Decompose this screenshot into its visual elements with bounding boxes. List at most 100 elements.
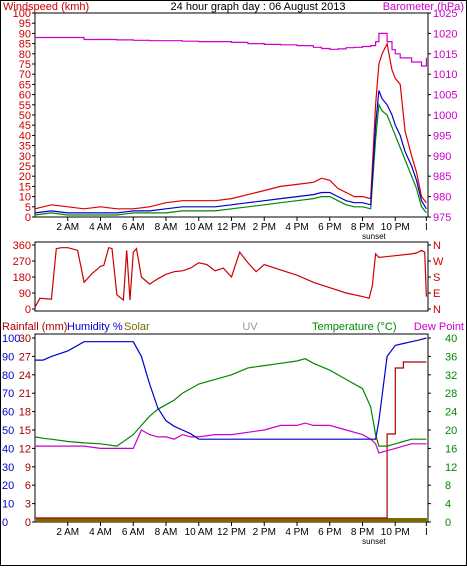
wind-gust-line <box>34 41 427 210</box>
time-tick-label: 4 AM <box>89 527 112 538</box>
barometer-tick-label: 985 <box>433 171 451 183</box>
humidity-tick-label: 20 <box>2 480 14 492</box>
time-tick-label: 10 PM <box>381 222 410 233</box>
time-tick-label: 4 PM <box>285 527 308 538</box>
windspeed-tick-label: 5 <box>25 202 31 214</box>
windspeed-tick-label: 20 <box>19 171 31 183</box>
barometer-tick-label: 1020 <box>433 28 457 40</box>
time-tick-label: I <box>425 222 428 233</box>
time-tick-label: 8 AM <box>155 222 178 233</box>
temperature-axis-title: Temperature (°C) <box>312 321 396 333</box>
windspeed-tick-label: 95 <box>19 18 31 30</box>
rainfall-tick-label: 21 <box>19 388 31 400</box>
time-tick-label: 8 PM <box>351 222 374 233</box>
dewpoint-axis-title: Dew Point <box>414 321 464 333</box>
humidity-tick-label: 30 <box>2 462 14 474</box>
time-tick-label: 2 AM <box>56 222 79 233</box>
time-tick-label: 10 PM <box>381 527 410 538</box>
time-tick-label: 12 PM <box>217 527 246 538</box>
rainfall-tick-label: 0 <box>25 517 31 529</box>
temperature-line <box>34 358 427 447</box>
rainfall-tick-label: 27 <box>19 351 31 363</box>
direction-compass-tick-label: E <box>433 288 440 300</box>
rainfall-tick-label: 30 <box>19 333 31 345</box>
rainfall-tick-label: 6 <box>25 480 31 492</box>
barometer-tick-label: 1015 <box>433 49 457 61</box>
humidity-tick-label: 80 <box>2 370 14 382</box>
rainfall-tick-label: 12 <box>19 443 31 455</box>
direction-compass-tick-label: N <box>433 304 441 316</box>
temperature-tick-label: 16 <box>445 443 457 455</box>
uv-axis-title: UV <box>242 321 258 333</box>
humidity-line <box>35 337 427 440</box>
barometer-tick-label: 1010 <box>433 69 457 81</box>
windspeed-tick-label: 25 <box>19 161 31 173</box>
rainfall-line <box>35 361 427 519</box>
windspeed-tick-label: 40 <box>19 130 31 142</box>
humidity-tick-label: 40 <box>2 443 14 455</box>
humidity-tick-label: 90 <box>2 351 14 363</box>
barometer-tick-label: 975 <box>433 212 451 224</box>
windspeed-tick-label: 45 <box>19 120 31 132</box>
windspeed-tick-label: 70 <box>19 69 31 81</box>
windspeed-tick-label: 85 <box>19 39 31 51</box>
rainfall-tick-label: 9 <box>25 462 31 474</box>
windspeed-tick-label: 30 <box>19 151 31 163</box>
time-tick-label: 10 AM <box>185 222 213 233</box>
time-tick-label: 10 AM <box>185 527 213 538</box>
temperature-tick-label: 40 <box>445 333 457 345</box>
humidity-tick-label: 50 <box>2 425 14 437</box>
direction-compass-tick-label: W <box>433 256 444 268</box>
temperature-tick-label: 28 <box>445 388 457 400</box>
wind-average-line <box>34 90 427 214</box>
temperature-tick-label: 8 <box>445 480 451 492</box>
direction-compass-tick-label: N <box>433 240 441 252</box>
time-tick-label: 2 PM <box>253 222 276 233</box>
chart-title: 24 hour graph day : 06 August 2013 <box>171 1 346 13</box>
solar-baseline <box>36 518 427 522</box>
windspeed-tick-label: 65 <box>19 79 31 91</box>
barometer-line <box>35 32 427 67</box>
windspeed-tick-label: 10 <box>19 192 31 204</box>
direction-degree-ticks: 0 90 180 270 360 <box>13 240 35 316</box>
barometer-tick-label: 995 <box>433 130 451 142</box>
direction-compass-tick-label: S <box>433 272 440 284</box>
windspeed-tick-label: 90 <box>19 28 31 40</box>
direction-degree-tick-label: 90 <box>19 288 31 300</box>
rainfall-tick-label: 24 <box>19 370 31 382</box>
time-tick-label: 8 PM <box>351 527 374 538</box>
time-tick-label: 12 PM <box>217 222 246 233</box>
time-tick-label: 8 AM <box>155 527 178 538</box>
humidity-axis-title: Humidity % <box>67 321 123 333</box>
rainfall-tick-label: 15 <box>19 425 31 437</box>
direction-degree-tick-label: 270 <box>13 256 31 268</box>
temperature-tick-label: 20 <box>445 425 457 437</box>
temperature-tick-label: 24 <box>445 407 457 419</box>
dewpoint-line <box>35 422 427 454</box>
wind-panel-time-axis: 2 AM 4 AM 6 AM 8 AM 10 AM 12 PM 2 PM 4 PM 6 PM 8 … <box>56 217 428 241</box>
windspeed-axis-title: Windspeed (kmh) <box>3 1 89 13</box>
direction-degree-tick-label: 180 <box>13 272 31 284</box>
windspeed-tick-label: 75 <box>19 59 31 71</box>
direction-degree-tick-label: 360 <box>13 240 31 252</box>
time-tick-label: 4 PM <box>285 222 308 233</box>
humidity-tick-label: 60 <box>2 407 14 419</box>
barometer-tick-label: 1000 <box>433 110 457 122</box>
time-tick-label: 6 PM <box>318 527 341 538</box>
rainfall-tick-label: 18 <box>19 407 31 419</box>
windspeed-tick-label: 100 <box>13 8 31 20</box>
wind-series-group <box>34 32 427 216</box>
windspeed-tick-label: 60 <box>19 90 31 102</box>
direction-degree-tick-label: 0 <box>25 304 31 316</box>
temperature-axis-ticks: 0 4 8 12 16 20 24 28 32 36 40 <box>428 333 457 529</box>
time-tick-label: 2 AM <box>56 527 79 538</box>
barometer-tick-label: 990 <box>433 151 451 163</box>
time-tick-label: I <box>425 527 428 538</box>
climate-panel-time-axis: 2 AM 4 AM 6 AM 8 AM 10 AM 12 PM 2 PM 4 PM 6 PM 8 … <box>56 522 428 546</box>
windspeed-tick-label: 80 <box>19 49 31 61</box>
time-tick-label: 4 AM <box>89 222 112 233</box>
windspeed-tick-label: 15 <box>19 181 31 193</box>
